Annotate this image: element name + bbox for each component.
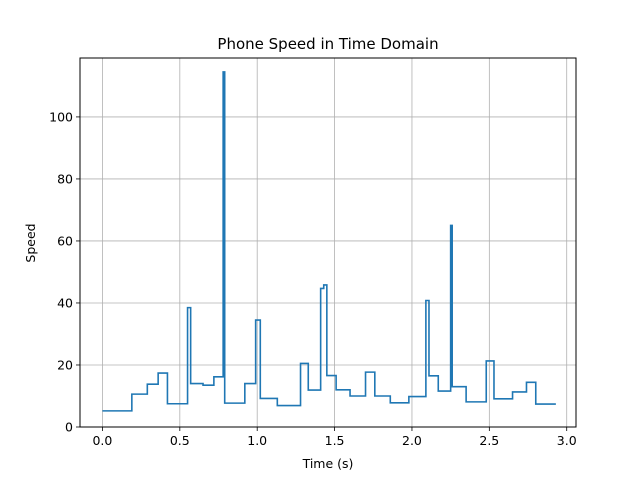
y-tick-label: 0: [65, 420, 73, 435]
x-tick-label: 1.0: [247, 433, 267, 448]
grid: [80, 58, 576, 428]
x-axis: 0.0 0.5 1.0 1.5 2.0 2.5 3.0: [92, 427, 577, 448]
y-axis-title: Speed: [23, 223, 38, 262]
x-tick-label: 3.0: [557, 433, 577, 448]
y-tick-label: 40: [57, 295, 73, 310]
plot-frame: [79, 57, 577, 428]
y-tick-label: 80: [57, 171, 73, 186]
x-tick-label: 0.5: [170, 433, 190, 448]
x-tick-label: 2.0: [402, 433, 422, 448]
x-axis-title: Time (s): [302, 456, 354, 471]
y-tick-label: 100: [49, 109, 73, 124]
series-layer: [102, 71, 556, 412]
y-axis: 0 20 40 60 80 100: [49, 109, 80, 435]
x-tick-label: 0.0: [92, 433, 112, 448]
chart-title: Phone Speed in Time Domain: [217, 35, 438, 53]
y-tick-label: 60: [57, 233, 73, 248]
speed-series-line: [102, 71, 556, 412]
y-tick-label: 20: [57, 357, 73, 372]
x-tick-label: 2.5: [479, 433, 499, 448]
x-tick-label: 1.5: [325, 433, 345, 448]
